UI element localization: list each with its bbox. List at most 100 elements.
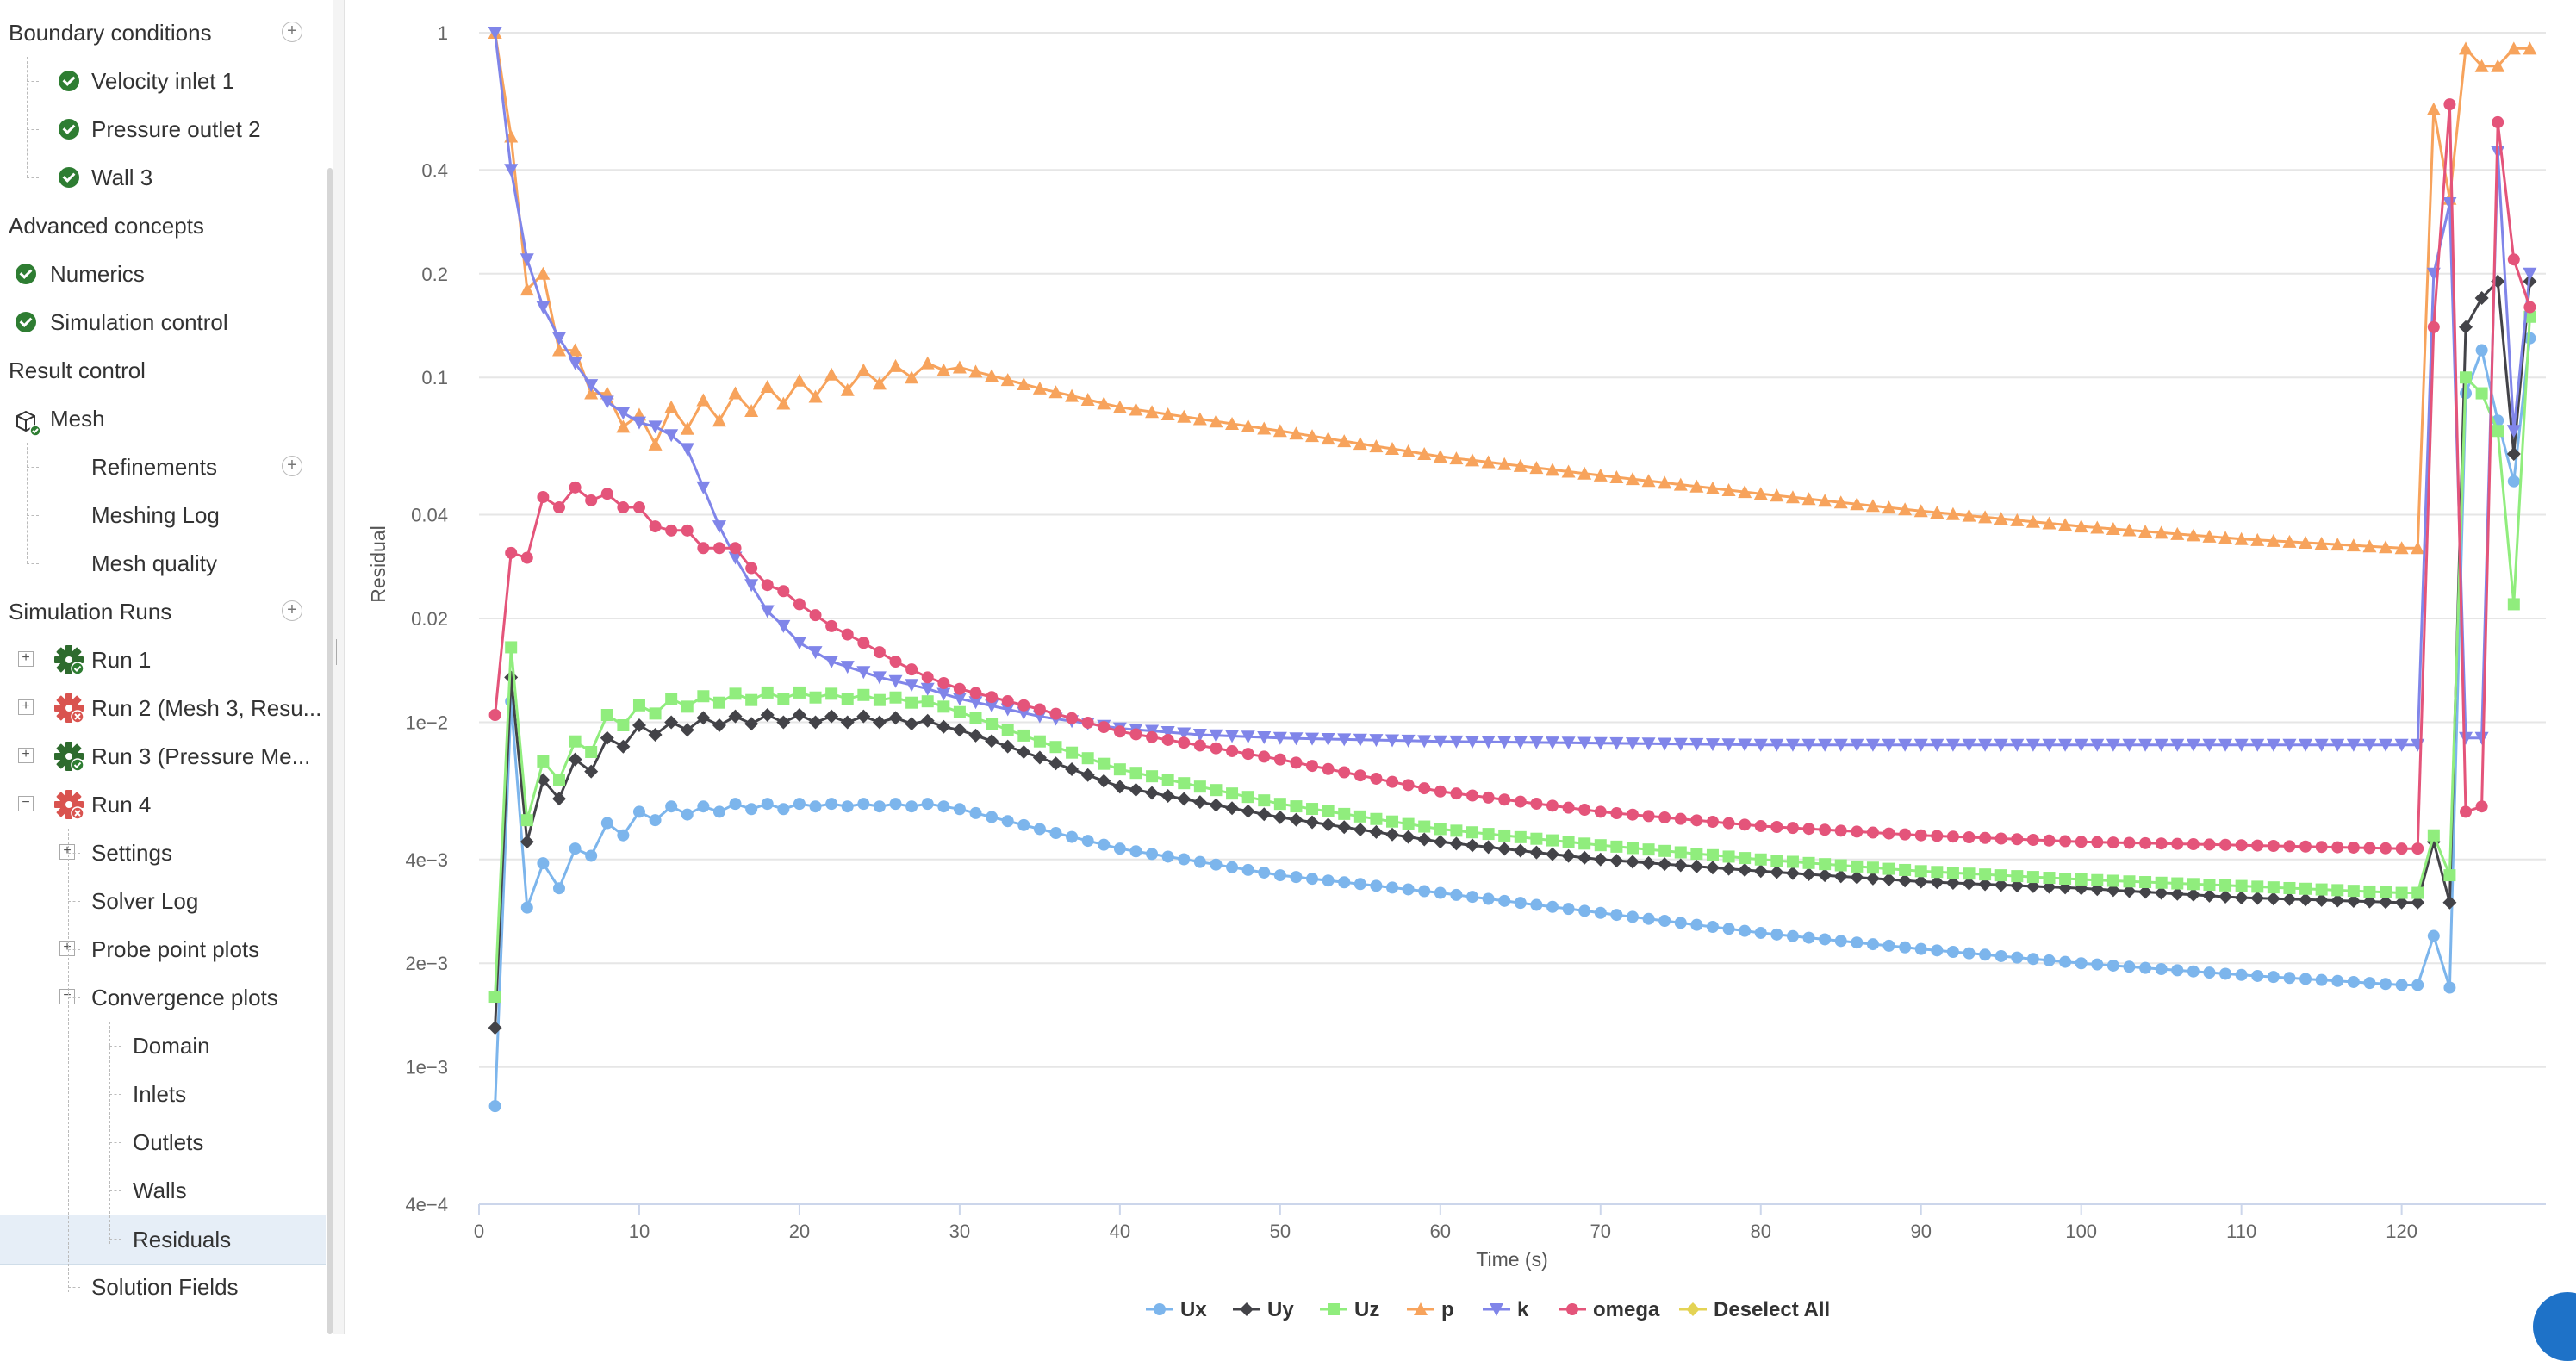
tree-item-boundary-conditions[interactable]: Boundary conditions + xyxy=(0,9,326,57)
data-point xyxy=(873,800,886,813)
data-point xyxy=(1626,808,1639,821)
data-point xyxy=(1978,510,1993,524)
x-tick-label: 110 xyxy=(2226,1221,2256,1242)
x-tick-label: 40 xyxy=(1110,1221,1130,1242)
data-point xyxy=(1753,864,1768,879)
data-point xyxy=(1994,949,2007,962)
tree-item-settings[interactable]: + Settings xyxy=(0,829,326,877)
tree-item-convergence-plots[interactable]: − Convergence plots xyxy=(0,973,326,1022)
data-point xyxy=(488,709,501,722)
data-point xyxy=(921,671,934,684)
tree-item-simulation-runs[interactable]: Simulation Runs + xyxy=(0,587,326,636)
expand-plus-icon[interactable]: + xyxy=(18,651,34,667)
expand-plus-icon[interactable]: + xyxy=(18,748,34,763)
data-point xyxy=(1290,871,1303,884)
x-axis-label: Time (s) xyxy=(1476,1248,1547,1271)
data-point xyxy=(696,711,711,725)
data-point xyxy=(2170,738,2185,752)
legend-item-uz[interactable]: Uz xyxy=(1320,1298,1379,1321)
tree-item-advanced-concepts[interactable]: Advanced concepts xyxy=(0,202,326,250)
tree-item-wall-3[interactable]: Wall 3 xyxy=(0,153,326,202)
tree-item-residuals[interactable]: Residuals xyxy=(0,1215,326,1265)
sidebar-scrollbar[interactable] xyxy=(327,168,333,1334)
legend-item-ux[interactable]: Ux xyxy=(1146,1298,1207,1321)
tree-item-velocity-inlet-1[interactable]: Velocity inlet 1 xyxy=(0,57,326,105)
data-point xyxy=(1192,412,1207,426)
tree-connector-tick xyxy=(27,515,39,516)
legend-item-omega[interactable]: omega xyxy=(1559,1298,1660,1321)
data-point xyxy=(1578,804,1591,817)
data-point xyxy=(1465,736,1480,749)
data-point xyxy=(1963,830,1976,843)
legend-item-deselect-all[interactable]: Deselect All xyxy=(1679,1298,1830,1321)
data-point xyxy=(2123,875,2136,888)
data-point xyxy=(1770,821,1783,834)
data-point xyxy=(1241,419,1255,432)
data-point xyxy=(1994,878,2008,892)
data-point xyxy=(697,542,710,555)
splitter-grip[interactable] xyxy=(336,639,339,665)
tree-item-pressure-outlet-2[interactable]: Pressure outlet 2 xyxy=(0,105,326,153)
tree-item-run-2-mesh-3-resu[interactable]: + Run 2 (Mesh 3, Resu... xyxy=(0,684,326,732)
tree-item-inlets[interactable]: Inlets xyxy=(0,1070,326,1118)
collapse-minus-icon[interactable]: − xyxy=(59,989,75,1004)
tree-item-domain[interactable]: Domain xyxy=(0,1022,326,1070)
data-point xyxy=(1882,827,1895,840)
data-point xyxy=(872,671,887,685)
collapse-minus-icon[interactable]: − xyxy=(18,796,34,811)
tree-item-solution-fields[interactable]: Solution Fields xyxy=(0,1263,326,1311)
data-point xyxy=(2379,540,2393,554)
tree-item-meshing-log[interactable]: Meshing Log xyxy=(0,491,326,539)
add-circle-icon[interactable]: + xyxy=(282,22,302,42)
data-point xyxy=(888,711,903,725)
data-point xyxy=(1899,828,1912,841)
tree-item-run-4[interactable]: − Run 4 xyxy=(0,780,326,829)
tree-item-mesh-quality[interactable]: Mesh quality xyxy=(0,539,326,587)
tree-item-probe-point-plots[interactable]: + Probe point plots xyxy=(0,925,326,973)
add-circle-icon[interactable]: + xyxy=(282,600,302,621)
expand-plus-icon[interactable]: + xyxy=(18,699,34,715)
tree-item-numerics[interactable]: Numerics xyxy=(0,250,326,298)
data-point xyxy=(856,666,871,680)
panel-splitter[interactable] xyxy=(333,0,345,1334)
legend-marker-symbol xyxy=(1566,1303,1578,1315)
expand-plus-icon[interactable]: + xyxy=(59,941,75,956)
data-point xyxy=(1818,868,1832,883)
data-point xyxy=(1882,939,1895,952)
data-point xyxy=(1192,795,1207,810)
tree-item-refinements[interactable]: Refinements + xyxy=(0,443,326,491)
data-point xyxy=(2235,968,2248,981)
expand-plus-icon[interactable]: + xyxy=(59,844,75,860)
data-point xyxy=(664,400,679,413)
data-point xyxy=(873,646,886,659)
data-point xyxy=(696,481,711,494)
tree-item-mesh[interactable]: Mesh xyxy=(0,395,326,443)
add-circle-icon[interactable]: + xyxy=(282,456,302,476)
data-point xyxy=(2011,951,2024,964)
data-point xyxy=(2266,533,2280,547)
data-point xyxy=(1338,807,1351,820)
data-point xyxy=(1000,373,1015,387)
legend-item-p[interactable]: p xyxy=(1407,1298,1454,1321)
data-point xyxy=(1049,707,1062,720)
tree-item-walls[interactable]: Walls xyxy=(0,1166,326,1215)
data-point xyxy=(2043,834,2056,847)
tree-item-simulation-control[interactable]: Simulation control xyxy=(0,298,326,346)
data-point xyxy=(2219,838,2232,851)
data-point xyxy=(617,718,630,731)
data-point xyxy=(712,413,726,427)
tree-item-run-3-pressure-me[interactable]: + Run 3 (Pressure Me... xyxy=(0,732,326,780)
data-point xyxy=(569,735,582,748)
data-point xyxy=(1146,730,1159,743)
legend-item-uy[interactable]: Uy xyxy=(1233,1298,1294,1321)
data-point xyxy=(777,585,790,598)
tree-item-solver-log[interactable]: Solver Log xyxy=(0,877,326,925)
data-point xyxy=(1802,931,1815,944)
legend-item-k[interactable]: k xyxy=(1483,1298,1529,1321)
data-point xyxy=(1914,829,1927,842)
data-point xyxy=(936,363,951,376)
tree-item-outlets[interactable]: Outlets xyxy=(0,1118,326,1166)
tree-item-result-control[interactable]: Result control xyxy=(0,346,326,395)
tree-item-run-1[interactable]: + Run 1 xyxy=(0,636,326,684)
tree-item-label: Advanced concepts xyxy=(9,213,204,239)
